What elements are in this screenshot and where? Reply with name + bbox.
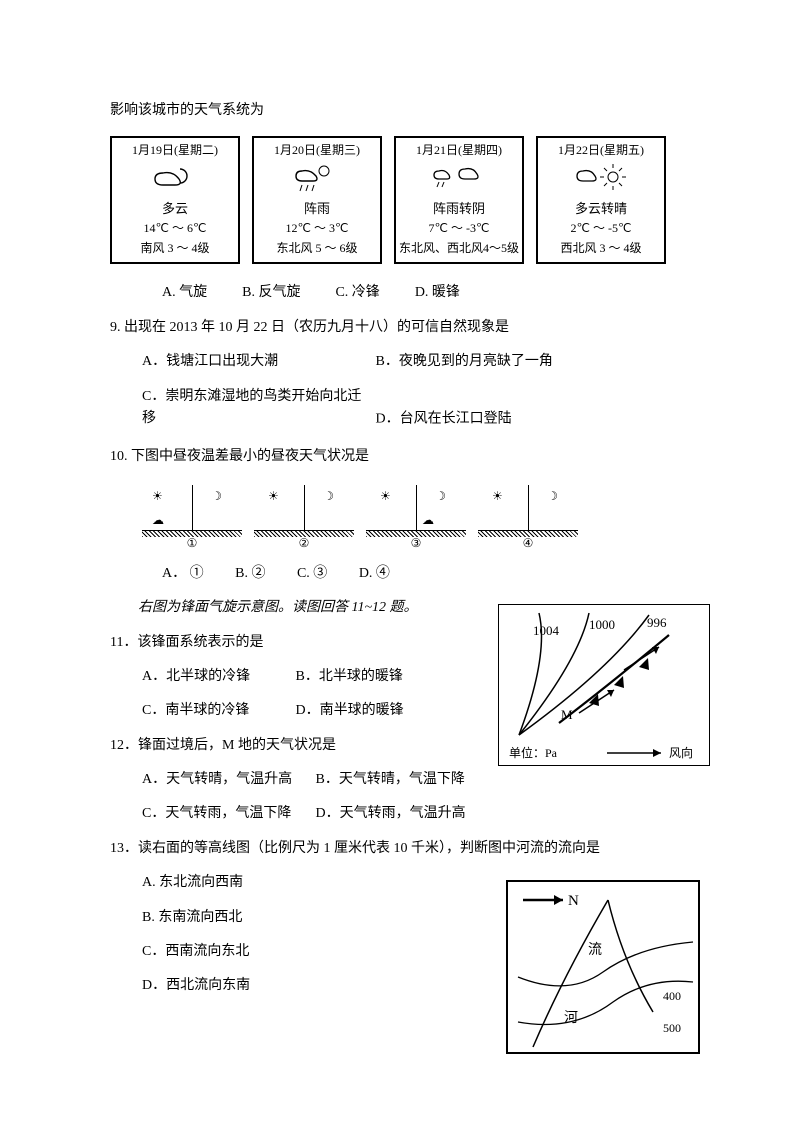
q10-stem: 10. 下图中昼夜温差最小的昼夜天气状况是 — [110, 446, 690, 468]
contour-400: 400 — [663, 989, 681, 1003]
north-label: N — [568, 893, 579, 909]
moon-icon: ☽ — [435, 487, 446, 506]
q12-row2: C．天气转雨，气温下降 D．天气转雨，气温升高 — [110, 803, 690, 825]
day-night-figures: ☀ ☽ ☁ ① ☀ ☽ ② ☀ ☽ ☁ ③ ☀ ☽ ④ — [142, 485, 690, 547]
weather-card: 1月21日(星期四) 阵雨转阴 7℃ ～ -3℃ 东北风、西北风4～5级 — [394, 136, 524, 264]
opt-b: B．天气转晴，气温下降 — [316, 772, 465, 787]
q9-opts-row2: C．崇明东滩湿地的鸟类开始向北迁移 D．台风在长江口登陆 — [110, 386, 690, 431]
opt-c: C. ③ — [297, 566, 327, 581]
cloudy-icon — [114, 162, 236, 198]
opt-a: A．天气转晴，气温升高 — [142, 769, 312, 791]
weather-wind: 东北风、西北风4～5级 — [398, 239, 520, 258]
opt-a: A．北半球的冷锋 — [142, 666, 292, 688]
question-8-context: 影响该城市的天气系统为 — [110, 100, 690, 122]
moon-icon: ☽ — [211, 487, 222, 506]
sun-icon: ☀ — [152, 487, 163, 506]
opt-d: D．天气转雨，气温升高 — [316, 806, 466, 821]
q8-options: A. 气旋 B. 反气旋 C. 冷锋 D. 暖锋 — [110, 282, 690, 304]
point-m: M — [561, 707, 573, 722]
opt-a: A. 气旋 — [162, 285, 207, 300]
dn-2: ☀ ☽ ② — [254, 485, 354, 547]
dn-3: ☀ ☽ ☁ ③ — [366, 485, 466, 547]
isobar-1004: 1004 — [533, 623, 560, 638]
opt-d: D．台风在长江口登陆 — [376, 411, 512, 426]
weather-temp: 2℃ ～ -5℃ — [540, 219, 662, 238]
opt-d: D. 暖锋 — [415, 285, 460, 300]
dn-1: ☀ ☽ ☁ ① — [142, 485, 242, 547]
shower-icon — [256, 162, 378, 198]
opt-b: B. ② — [235, 566, 265, 581]
contour-figure: N 流 河 400 500 — [506, 880, 700, 1054]
opt-b: B. 反气旋 — [242, 285, 300, 300]
weather-cards: 1月19日(星期二) 多云 14℃ ～ 6℃ 南风 3 ～ 4级 1月20日(星… — [110, 136, 690, 264]
q9-stem: 9. 出现在 2013 年 10 月 22 日（农历九月十八）的可信自然现象是 — [110, 317, 690, 339]
opt-a: A． ① — [162, 566, 204, 581]
opt-c: C．南半球的冷锋 — [142, 700, 292, 722]
opt-c: C. 冷锋 — [335, 285, 379, 300]
dn-4: ☀ ☽ ④ — [478, 485, 578, 547]
weather-card: 1月19日(星期二) 多云 14℃ ～ 6℃ 南风 3 ～ 4级 — [110, 136, 240, 264]
wind-dir-label: 风向 — [669, 745, 693, 760]
cloud-icon: ☁ — [152, 511, 164, 530]
weather-cond: 多云 — [114, 199, 236, 220]
opt-d: D. ④ — [359, 566, 390, 581]
opt-c: C．天气转雨，气温下降 — [142, 803, 312, 825]
q10-options: A． ① B. ② C. ③ D. ④ — [110, 563, 690, 585]
isobar-1000: 1000 — [589, 617, 615, 632]
weather-cond: 阵雨 — [256, 199, 378, 220]
moon-icon: ☽ — [547, 487, 558, 506]
front-cyclone-figure: 1004 1000 996 M 单位：Pa 风向 — [498, 604, 710, 766]
weather-cond: 多云转晴 — [540, 199, 662, 220]
cloudy-to-sunny-icon — [540, 162, 662, 198]
dn-label: ④ — [478, 534, 578, 553]
opt-a: A．钱塘江口出现大潮 — [142, 351, 372, 373]
opt-c: C．崇明东滩湿地的鸟类开始向北迁移 — [142, 386, 372, 431]
weather-wind: 南风 3 ～ 4级 — [114, 239, 236, 258]
weather-date: 1月22日(星期五) — [540, 141, 662, 160]
river-label-2: 河 — [564, 1010, 578, 1026]
weather-date: 1月20日(星期三) — [256, 141, 378, 160]
weather-temp: 12℃ ～ 3℃ — [256, 219, 378, 238]
contour-500: 500 — [663, 1021, 681, 1035]
weather-wind: 西北风 3 ～ 4级 — [540, 239, 662, 258]
weather-card: 1月22日(星期五) 多云转晴 2℃ ～ -5℃ 西北风 3 ～ 4级 — [536, 136, 666, 264]
opt-b: B．北半球的暖锋 — [296, 669, 403, 684]
weather-wind: 东北风 5 ～ 6级 — [256, 239, 378, 258]
dn-label: ① — [142, 534, 242, 553]
opt-b: B．夜晚见到的月亮缺了一角 — [376, 354, 553, 369]
q12-row1: A．天气转晴，气温升高 B．天气转晴，气温下降 — [110, 769, 690, 791]
dn-label: ② — [254, 534, 354, 553]
opt-d: D．南半球的暖锋 — [296, 703, 404, 718]
weather-card: 1月20日(星期三) 阵雨 12℃ ～ 3℃ 东北风 5 ～ 6级 — [252, 136, 382, 264]
sun-icon: ☀ — [268, 487, 279, 506]
unit-label: 单位：Pa — [509, 745, 558, 760]
sun-icon: ☀ — [380, 487, 391, 506]
river-label-1: 流 — [588, 942, 602, 958]
weather-cond: 阵雨转阴 — [398, 199, 520, 220]
q13-stem: 13．读右面的等高线图（比例尺为 1 厘米代表 10 千米），判断图中河流的流向… — [110, 838, 690, 860]
weather-date: 1月19日(星期二) — [114, 141, 236, 160]
weather-temp: 7℃ ～ -3℃ — [398, 219, 520, 238]
isobar-996: 996 — [647, 615, 667, 630]
moon-icon: ☽ — [323, 487, 334, 506]
weather-temp: 14℃ ～ 6℃ — [114, 219, 236, 238]
cloud-icon: ☁ — [422, 511, 434, 530]
weather-date: 1月21日(星期四) — [398, 141, 520, 160]
q9-opts-row1: A．钱塘江口出现大潮 B．夜晚见到的月亮缺了一角 — [110, 351, 690, 373]
sun-icon: ☀ — [492, 487, 503, 506]
shower-to-overcast-icon — [398, 162, 520, 198]
dn-label: ③ — [366, 534, 466, 553]
